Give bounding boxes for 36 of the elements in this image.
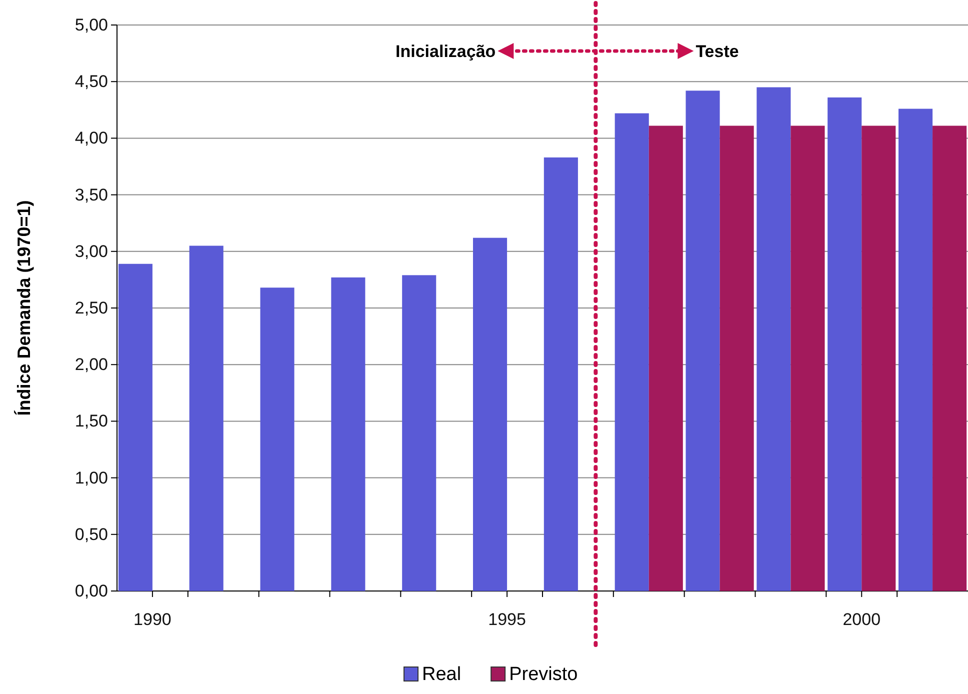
bar xyxy=(189,246,224,591)
y-tick-label: 0,00 xyxy=(74,581,108,600)
bar xyxy=(544,157,578,591)
y-tick-label: 1,50 xyxy=(74,412,108,431)
y-axis-title: Índice Demanda (1970=1) xyxy=(14,200,34,416)
y-tick-label: 2,00 xyxy=(74,355,108,374)
y-tick-label: 3,50 xyxy=(74,185,108,204)
bar xyxy=(898,108,933,591)
bar xyxy=(331,277,366,591)
x-tick-label: 1995 xyxy=(488,610,526,630)
bar xyxy=(686,90,720,591)
bar xyxy=(648,126,683,591)
bar xyxy=(720,126,754,591)
x-tick-label: 1990 xyxy=(134,610,172,630)
bar xyxy=(118,264,152,591)
y-tick-label: 1,00 xyxy=(74,468,108,488)
annotation: Teste xyxy=(696,42,739,61)
bar xyxy=(756,87,791,591)
bar xyxy=(402,275,436,591)
bar xyxy=(862,126,896,591)
y-tick-label: 5,00 xyxy=(74,15,108,34)
y-tick-label: 3,00 xyxy=(74,242,108,261)
legend-label: Previsto xyxy=(509,664,578,685)
bar xyxy=(790,126,825,591)
y-tick-label: 4,50 xyxy=(74,72,108,92)
bar xyxy=(473,238,508,591)
x-tick-label: 2000 xyxy=(842,610,881,630)
y-tick-label: 0,50 xyxy=(74,524,108,544)
y-tick-label: 4,00 xyxy=(74,128,108,148)
bar xyxy=(614,113,649,591)
legend-label: Real xyxy=(422,664,462,685)
bar xyxy=(932,126,967,591)
bar xyxy=(260,288,294,591)
y-tick-label: 2,50 xyxy=(74,298,108,318)
annotation: Inicialização xyxy=(396,42,496,61)
bar xyxy=(828,97,862,591)
